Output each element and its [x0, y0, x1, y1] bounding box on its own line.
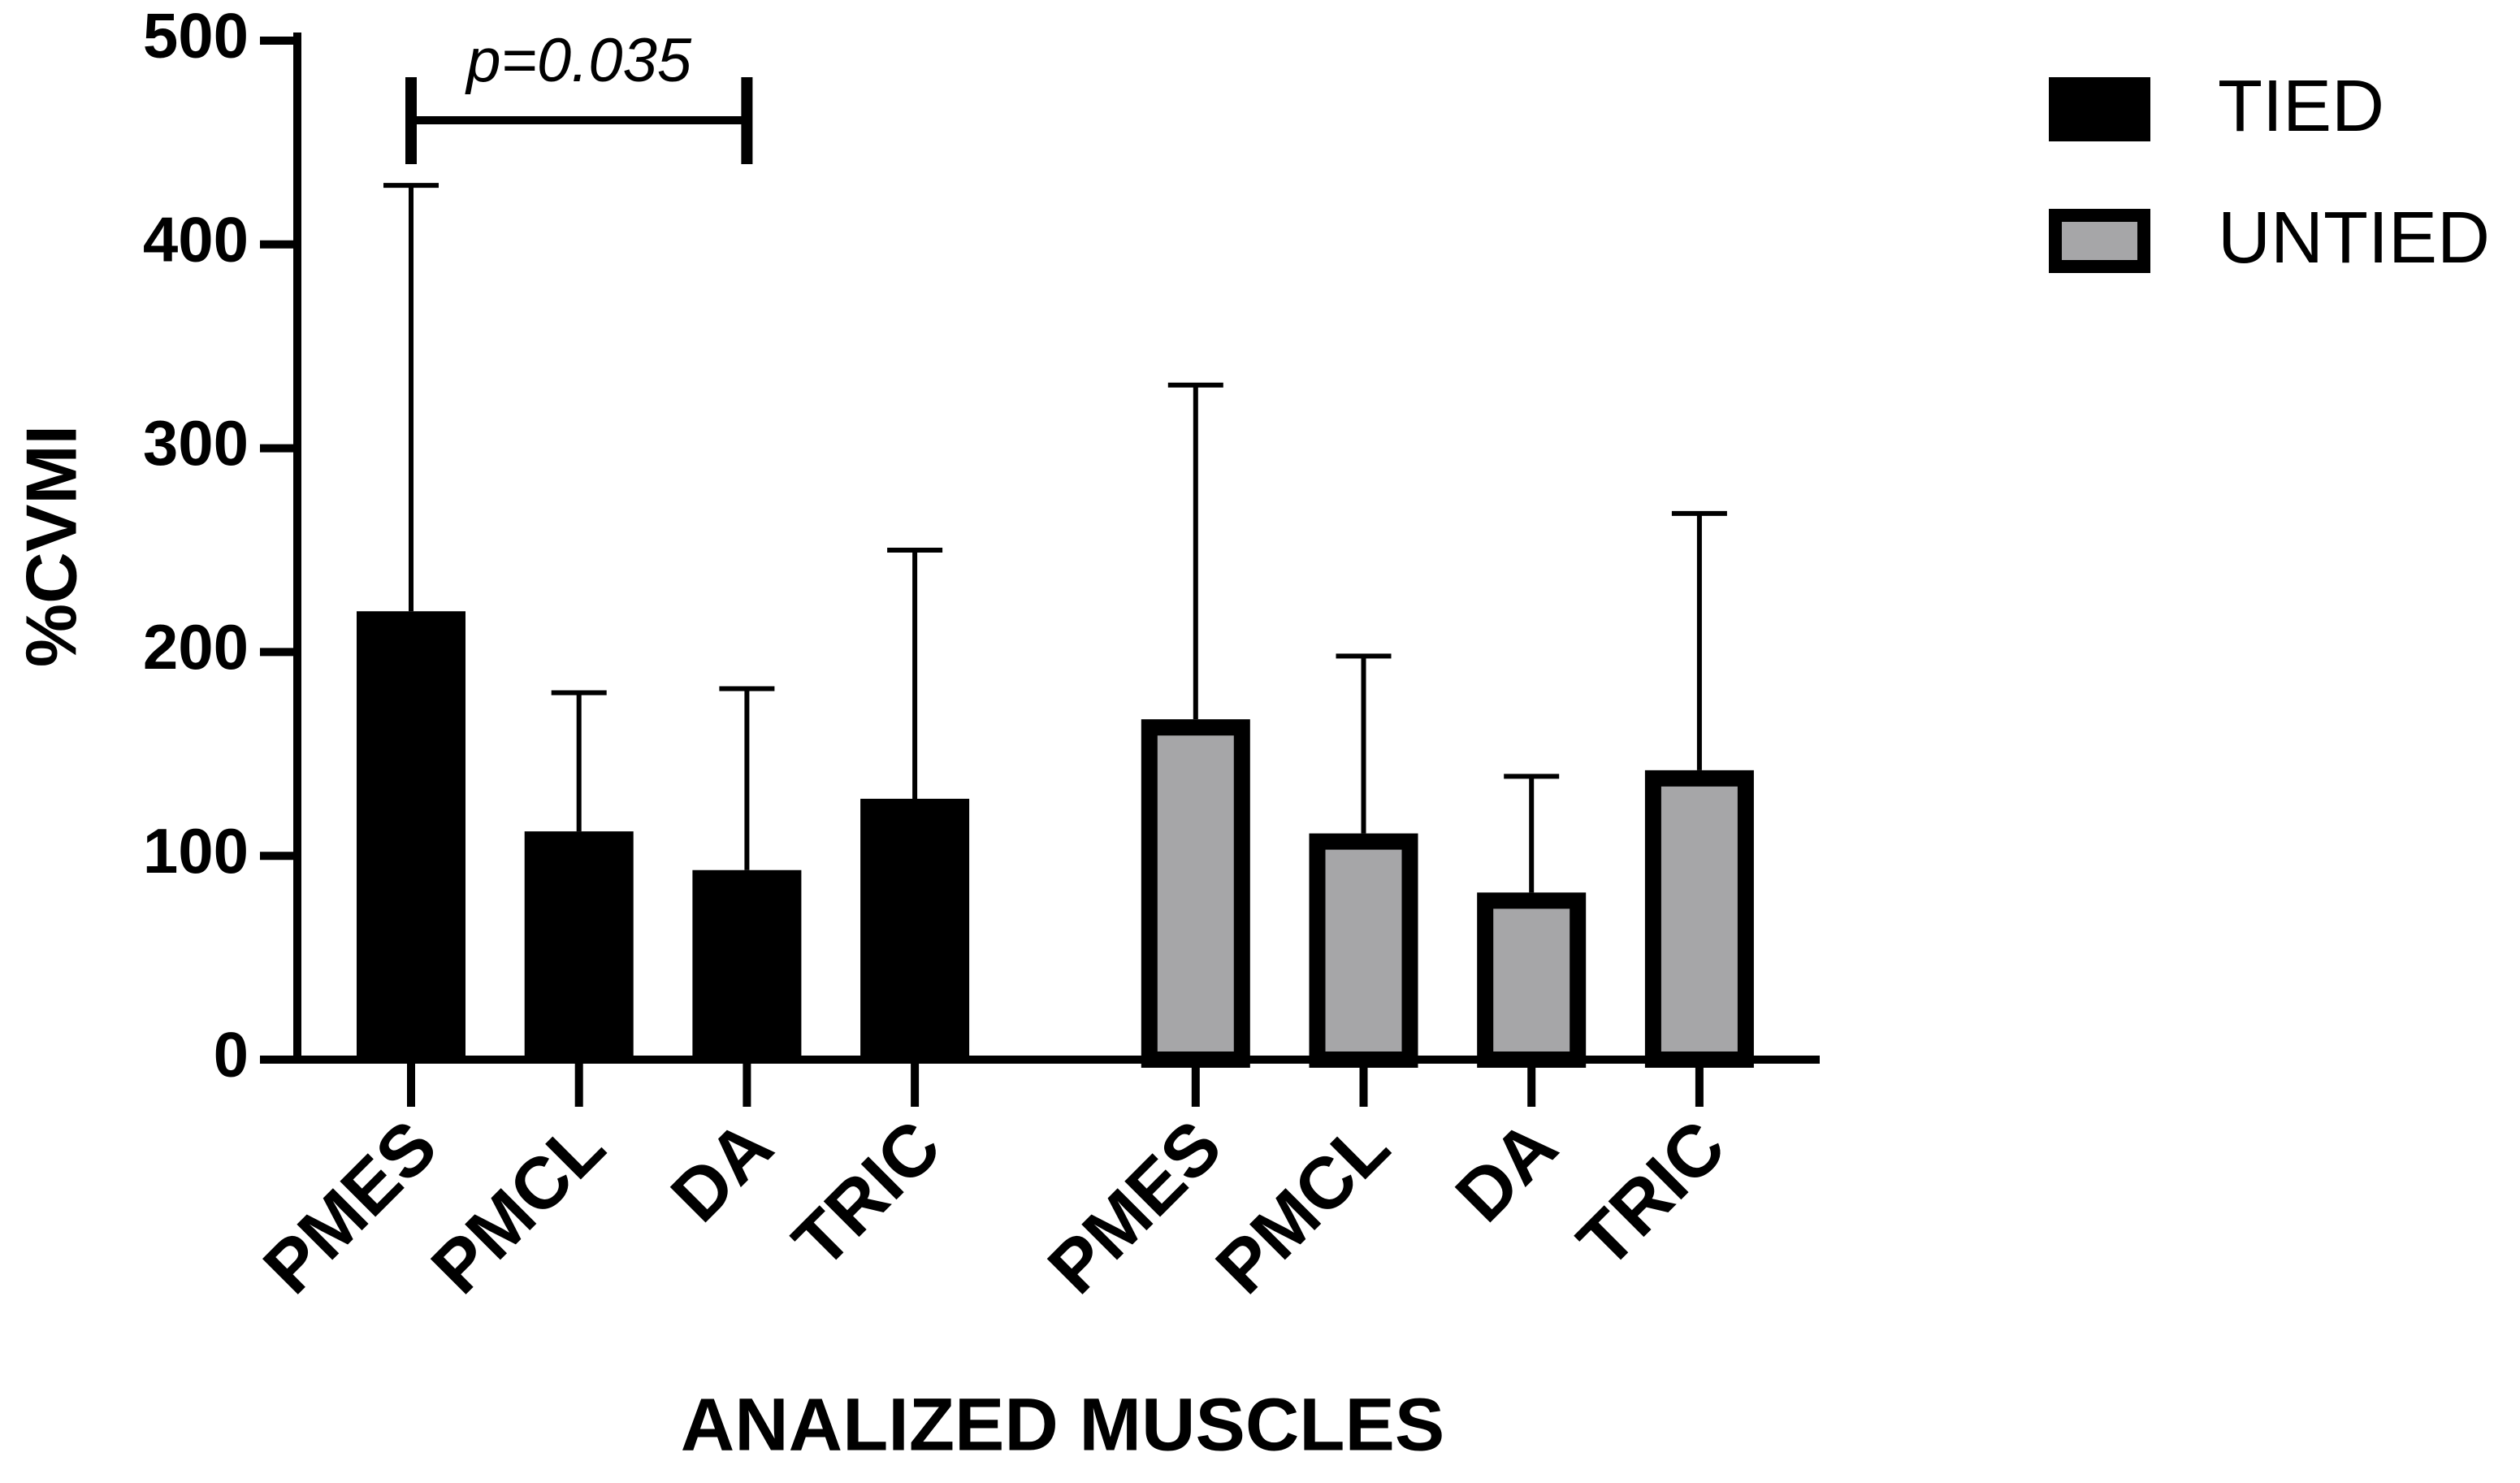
bar — [524, 831, 634, 1060]
x-tick-label: PMCL — [1201, 1105, 1405, 1309]
x-tick-label: PMCL — [417, 1105, 621, 1309]
legend-label: UNTIED — [2218, 197, 2490, 279]
bar — [860, 798, 970, 1060]
y-tick-label: 0 — [214, 1019, 249, 1091]
x-tick-label: DA — [656, 1105, 789, 1238]
legend-swatch — [2049, 209, 2150, 273]
x-tick-label: DA — [1441, 1105, 1574, 1238]
legend-label: TIED — [2218, 66, 2384, 147]
bar — [357, 611, 465, 1060]
y-tick-label: 400 — [143, 203, 249, 275]
bar — [1141, 719, 1250, 1068]
y-axis-label: %CVMI — [11, 425, 91, 667]
y-tick-label: 500 — [143, 0, 249, 72]
y-tick-label: 100 — [143, 815, 249, 887]
annotation: p=0.035 — [465, 26, 692, 95]
legend-swatch — [2049, 77, 2150, 141]
y-tick-label: 200 — [143, 611, 249, 683]
x-tick-label: TRIC — [1563, 1105, 1741, 1283]
bar — [692, 869, 802, 1060]
bar — [1644, 770, 1754, 1068]
x-axis-label: ANALIZED MUSCLES — [681, 1383, 1444, 1466]
x-tick-label: TRIC — [778, 1105, 956, 1283]
x-tick-label: PMES — [1033, 1105, 1237, 1309]
x-tick-label: PMES — [249, 1105, 452, 1309]
bar — [1477, 892, 1587, 1068]
bar — [1309, 833, 1418, 1069]
y-tick-label: 300 — [143, 407, 249, 479]
